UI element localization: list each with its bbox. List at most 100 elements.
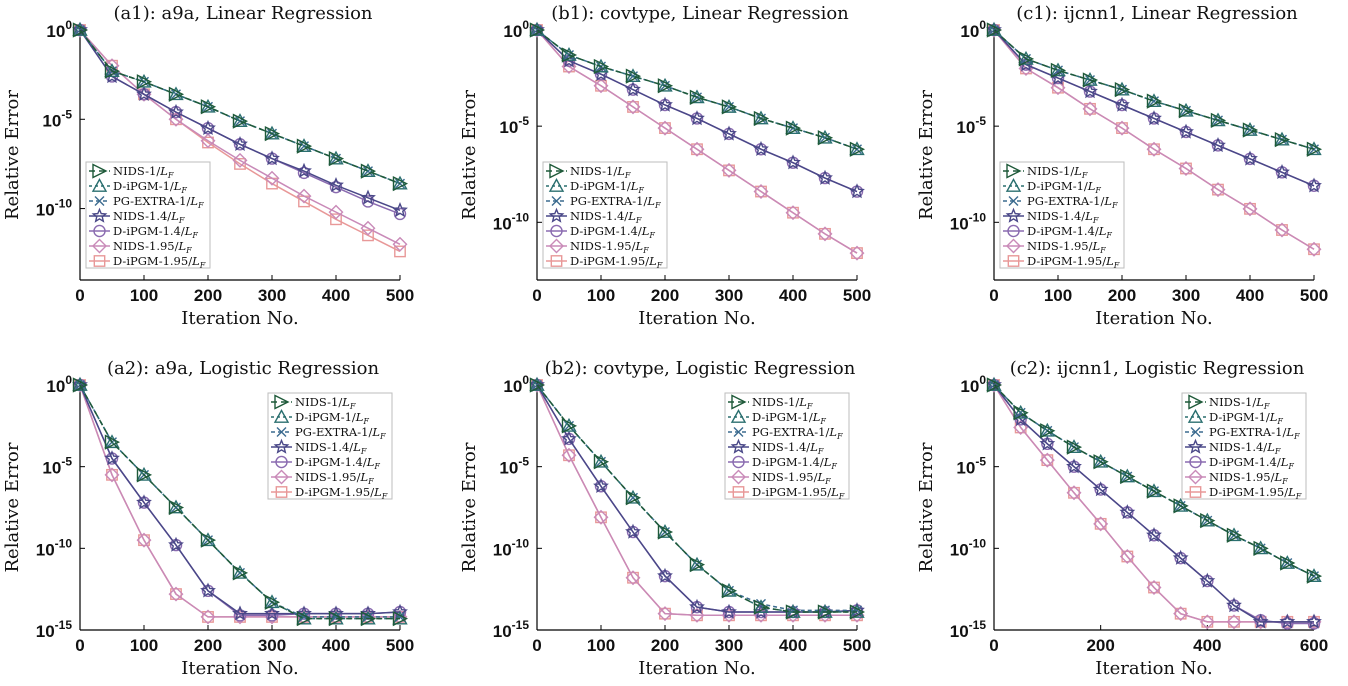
legend: NIDS-1/LFD-iPGM-1/LFPG-EXTRA-1/LFNIDS-1.… — [86, 162, 210, 270]
legend-entry: D-iPGM-1/LF — [570, 179, 644, 195]
x-tick-label: 200 — [651, 636, 679, 655]
legend-entry: D-iPGM-1.95/LF — [113, 254, 206, 270]
y-tick-label: 10-5 — [42, 107, 72, 130]
legend: NIDS-1/LFD-iPGM-1/LFPG-EXTRA-1/LFNIDS-1.… — [543, 162, 667, 270]
y-axis-label: Relative Error — [916, 442, 937, 572]
legend-entry: D-iPGM-1.4/LF — [570, 224, 655, 240]
x-tick-label: 300 — [258, 636, 286, 655]
legend: NIDS-1/LFD-iPGM-1/LFPG-EXTRA-1/LFNIDS-1.… — [1182, 393, 1306, 501]
legend-entry: NIDS-1.4/LF — [113, 209, 185, 225]
x-tick-label: 300 — [1172, 286, 1200, 305]
x-tick-label: 100 — [587, 286, 615, 305]
legend: NIDS-1/LFD-iPGM-1/LFPG-EXTRA-1/LFNIDS-1.… — [725, 393, 849, 501]
series-2 — [988, 24, 1321, 155]
x-tick-label: 400 — [322, 636, 350, 655]
x-tick-label: 400 — [1236, 286, 1264, 305]
legend-entry: D-iPGM-1.4/LF — [295, 455, 380, 471]
x-tick-label: 100 — [1044, 286, 1072, 305]
legend-entry: NIDS-1.4/LF — [1209, 440, 1281, 456]
x-tick-label: 0 — [989, 636, 998, 655]
x-tick-label: 0 — [75, 286, 84, 305]
legend-entry: NIDS-1.95/LF — [295, 470, 374, 486]
legend-entry: NIDS-1/LF — [570, 164, 631, 180]
x-axis-label: Iteration No. — [638, 658, 755, 679]
legend-entry: D-iPGM-1/LF — [295, 410, 369, 426]
y-tick-label: 100 — [960, 18, 986, 41]
legend-entry: D-iPGM-1.95/LF — [570, 254, 663, 270]
x-tick-label: 400 — [779, 286, 807, 305]
y-tick-label: 10-10 — [950, 536, 987, 559]
x-tick-label: 400 — [1193, 636, 1221, 655]
y-tick-label: 10-15 — [950, 618, 987, 641]
legend-entry: NIDS-1.95/LF — [113, 239, 192, 255]
series-3 — [990, 26, 1319, 154]
y-tick-label: 100 — [503, 373, 529, 396]
legend-entry: D-iPGM-1.95/LF — [1209, 485, 1302, 501]
x-tick-label: 100 — [587, 636, 615, 655]
y-tick-label: 10-5 — [956, 114, 986, 137]
chart-title: (c2): ijcnn1, Logistic Regression — [1010, 358, 1305, 379]
y-tick-label: 10-5 — [499, 455, 529, 478]
y-tick-label: 10-10 — [36, 536, 73, 559]
legend-entry: PG-EXTRA-1/LF — [570, 194, 661, 210]
y-tick-label: 10-15 — [36, 618, 73, 641]
legend-entry: NIDS-1.4/LF — [752, 440, 824, 456]
x-tick-label: 100 — [130, 636, 158, 655]
x-tick-label: 500 — [843, 636, 871, 655]
x-axis-label: Iteration No. — [181, 308, 298, 329]
legend-entry: NIDS-1/LF — [1209, 395, 1270, 411]
legend-entry: PG-EXTRA-1/LF — [1027, 194, 1118, 210]
x-axis-label: Iteration No. — [638, 308, 755, 329]
legend-entry: NIDS-1.4/LF — [570, 209, 642, 225]
series-line — [994, 30, 1314, 149]
x-tick-label: 400 — [322, 286, 350, 305]
legend-entry: NIDS-1.95/LF — [752, 470, 831, 486]
chart-title: (a2): a9a, Logistic Regression — [107, 358, 380, 379]
legend-entry: PG-EXTRA-1/LF — [1209, 425, 1300, 441]
legend-entry: NIDS-1/LF — [295, 395, 356, 411]
x-tick-label: 400 — [779, 636, 807, 655]
series-line — [994, 30, 1314, 149]
y-tick-label: 10-5 — [42, 455, 72, 478]
chart-panel-2: (b1): covtype, Linear Regression0 100 200 3… — [459, 3, 871, 329]
legend-entry: NIDS-1.95/LF — [570, 239, 649, 255]
y-axis-label: Relative Error — [2, 90, 23, 220]
legend-entry: NIDS-1.4/LF — [1027, 209, 1099, 225]
x-tick-label: 600 — [1300, 636, 1328, 655]
y-axis-label: Relative Error — [459, 90, 480, 220]
y-tick-label: 100 — [46, 18, 72, 41]
x-axis-label: Iteration No. — [1095, 658, 1212, 679]
y-tick-label: 10-10 — [493, 210, 530, 233]
y-tick-label: 10-10 — [493, 536, 530, 559]
legend-entry: D-iPGM-1.95/LF — [1027, 254, 1120, 270]
chart-title: (a1): a9a, Linear Regression — [113, 3, 372, 24]
y-axis-label: Relative Error — [916, 90, 937, 220]
y-tick-label: 10-5 — [956, 455, 986, 478]
legend: NIDS-1/LFD-iPGM-1/LFPG-EXTRA-1/LFNIDS-1.… — [268, 393, 392, 501]
legend-entry: NIDS-1/LF — [752, 395, 813, 411]
legend-entry: NIDS-1.95/LF — [1209, 470, 1288, 486]
legend-entry: NIDS-1.4/LF — [295, 440, 367, 456]
x-axis-label: Iteration No. — [181, 658, 298, 679]
legend-entry: D-iPGM-1.95/LF — [295, 485, 388, 501]
legend-entry: D-iPGM-1/LF — [1027, 179, 1101, 195]
x-tick-label: 0 — [532, 636, 541, 655]
legend-entry: D-iPGM-1/LF — [113, 179, 187, 195]
x-tick-label: 500 — [386, 286, 414, 305]
legend-entry: D-iPGM-1.4/LF — [1209, 455, 1294, 471]
x-tick-label: 200 — [194, 286, 222, 305]
y-tick-label: 10-10 — [950, 210, 987, 233]
legend: NIDS-1/LFD-iPGM-1/LFPG-EXTRA-1/LFNIDS-1.… — [1000, 162, 1124, 270]
chart-title: (b1): covtype, Linear Regression — [551, 3, 849, 24]
series-1 — [988, 24, 1321, 156]
x-tick-label: 200 — [1086, 636, 1114, 655]
legend-entry: NIDS-1/LF — [113, 164, 174, 180]
chart-panel-6: (c2): ijcnn1, Logistic Regression 0 200 400… — [916, 358, 1328, 679]
x-tick-label: 100 — [130, 286, 158, 305]
series-line — [994, 30, 1314, 149]
y-tick-label: 10-5 — [499, 114, 529, 137]
y-axis-label: Relative Error — [2, 442, 23, 572]
x-tick-label: 500 — [1300, 286, 1328, 305]
legend-entry: NIDS-1/LF — [1027, 164, 1088, 180]
